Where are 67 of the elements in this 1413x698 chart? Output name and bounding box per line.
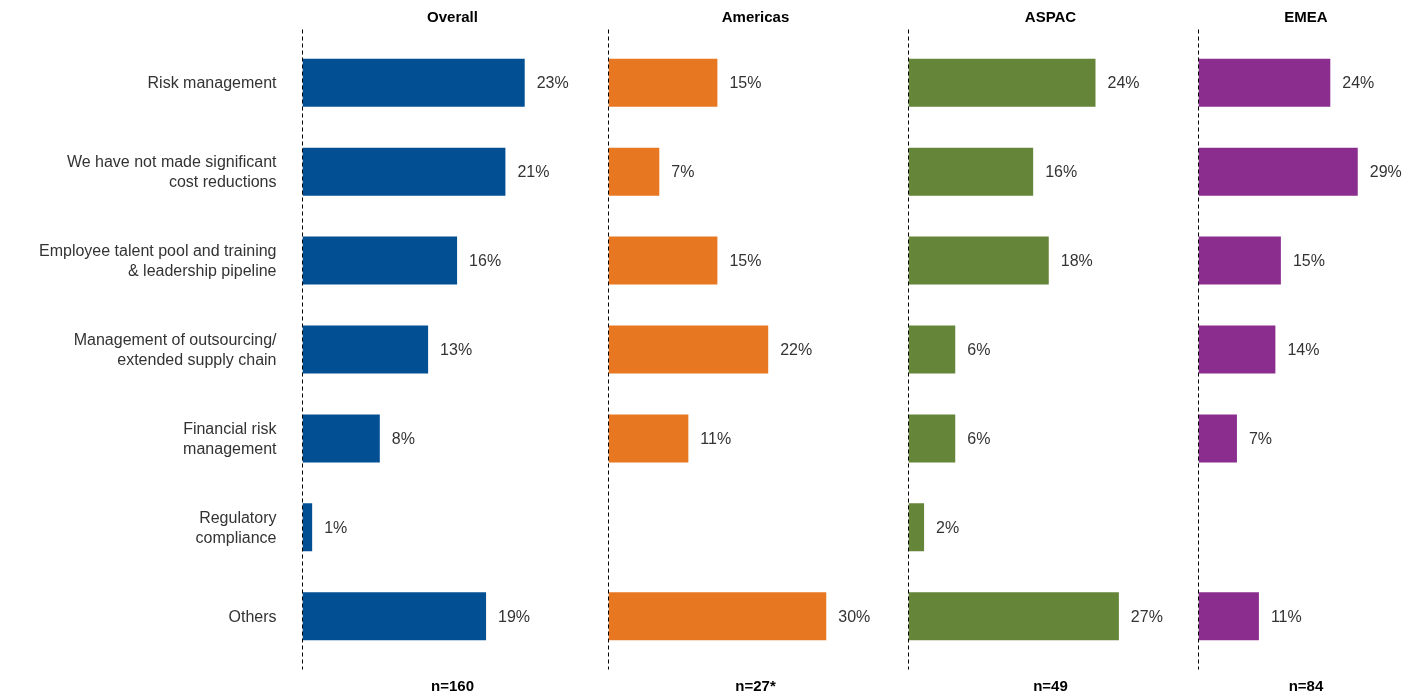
data-label: 18% bbox=[1060, 252, 1093, 270]
chart-title: EMEA bbox=[1284, 7, 1328, 25]
data-label: 24% bbox=[1342, 74, 1375, 92]
data-label: 15% bbox=[1292, 252, 1325, 270]
text: n=160 bbox=[431, 676, 474, 694]
bar bbox=[302, 414, 380, 463]
bar bbox=[302, 325, 429, 374]
data-label: 6% bbox=[967, 429, 991, 447]
data-label: 1% bbox=[324, 518, 348, 536]
data-label: 30% bbox=[838, 607, 871, 625]
bar bbox=[908, 414, 956, 463]
data-label: 14% bbox=[1287, 341, 1320, 358]
bar bbox=[608, 414, 689, 463]
data-label: 23% bbox=[536, 74, 569, 92]
y-tick-label: Management of outsourcing/ extended supply chain bbox=[73, 330, 278, 369]
data-label: 11% bbox=[700, 429, 732, 447]
data-label: 22% bbox=[780, 341, 813, 358]
data-label: 27% bbox=[1130, 607, 1163, 625]
bar bbox=[302, 592, 487, 641]
data-label: 19% bbox=[498, 607, 531, 625]
bar bbox=[608, 58, 718, 107]
data-label: 29% bbox=[1369, 163, 1402, 181]
bar bbox=[608, 147, 660, 196]
bar bbox=[302, 236, 458, 285]
chart-title: Americas bbox=[721, 7, 790, 25]
bar bbox=[302, 503, 313, 552]
bar bbox=[302, 147, 506, 196]
bar bbox=[608, 236, 718, 285]
y-tick-label: Employee talent pool and training & leadership pipeline bbox=[39, 241, 277, 280]
bar bbox=[1198, 58, 1331, 107]
data-label: 21% bbox=[517, 163, 550, 181]
bar bbox=[908, 325, 956, 374]
data-label: 6% bbox=[967, 341, 991, 358]
data-label: 7% bbox=[1248, 429, 1273, 447]
y-tick-label: Others bbox=[228, 607, 277, 625]
y-tick-label: Risk management bbox=[147, 74, 278, 92]
bar bbox=[608, 325, 769, 374]
data-label: 2% bbox=[936, 518, 960, 536]
bar bbox=[1198, 325, 1276, 374]
bar bbox=[908, 592, 1119, 641]
data-label: 16% bbox=[1045, 163, 1078, 181]
data-label: 15% bbox=[729, 74, 762, 92]
bar bbox=[1198, 592, 1259, 641]
chart-title: Overall bbox=[427, 7, 478, 25]
y-tick-label: Regulatory compliance bbox=[195, 508, 277, 546]
text: n=84 bbox=[1288, 676, 1324, 694]
data-label: 16% bbox=[469, 252, 502, 270]
y-tick-label: Financial risk management bbox=[183, 419, 278, 458]
text: n=49 bbox=[1033, 676, 1068, 694]
data-label: 24% bbox=[1107, 74, 1140, 92]
data-label: 11% bbox=[1270, 607, 1302, 625]
bar bbox=[1198, 236, 1281, 285]
bar bbox=[1198, 147, 1358, 196]
text: n=27* bbox=[735, 676, 776, 694]
data-label: 15% bbox=[729, 252, 762, 270]
y-tick-label: We have not made significant cost reductions bbox=[66, 153, 278, 191]
data-label: 8% bbox=[391, 429, 415, 447]
bar bbox=[908, 236, 1049, 285]
bar bbox=[908, 58, 1096, 107]
bar bbox=[608, 592, 827, 641]
data-label: 13% bbox=[440, 341, 473, 358]
chart-title: ASPAC bbox=[1024, 7, 1077, 25]
bar bbox=[908, 503, 925, 552]
bar bbox=[1198, 414, 1237, 463]
data-label: 7% bbox=[671, 163, 695, 181]
bar bbox=[908, 147, 1034, 196]
bar bbox=[302, 58, 525, 107]
